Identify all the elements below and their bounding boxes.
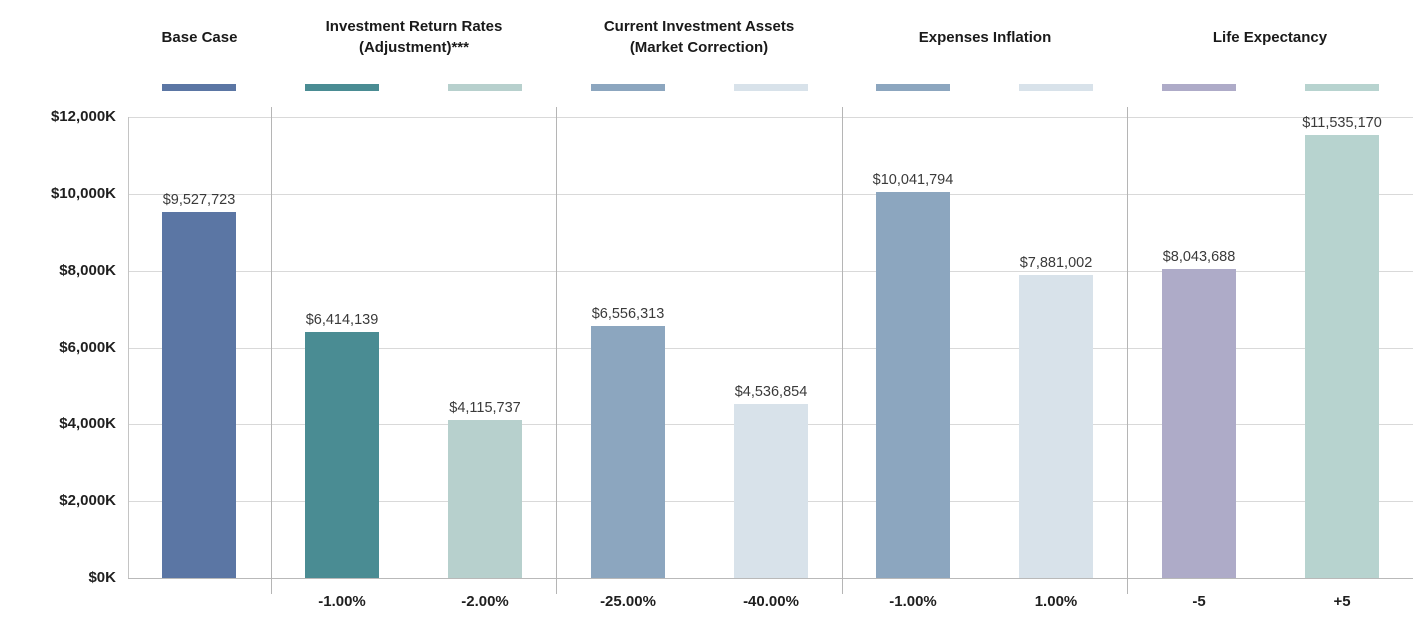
group-divider [271,107,272,594]
legend-swatch-current-investment-assets-1 [591,84,665,91]
bar-life-expectancy-1[interactable] [1162,269,1236,578]
legend-swatch-investment-return-rates-1 [305,84,379,91]
y-axis-tick-label: $4,000K [59,415,116,432]
category-header-line: Base Case [161,28,238,46]
bar-investment-return-rates-1[interactable] [305,332,379,578]
x-axis-tick-label: -1.00% [318,593,366,610]
category-header-line: (Market Correction) [629,39,769,56]
y-axis-tick-label: $6,000K [59,339,116,356]
bar-investment-return-rates-2[interactable] [448,420,522,578]
y-gridline [128,271,1413,272]
x-axis-tick-label: -40.00% [743,593,799,610]
category-header-line: Life Expectancy [1212,28,1328,46]
legend-swatch-expenses-inflation-1 [876,84,950,91]
y-gridline [128,117,1413,118]
bar-expenses-inflation-1[interactable] [876,192,950,578]
bar-value-label: $10,041,794 [872,172,954,188]
bar-expenses-inflation-2[interactable] [1019,275,1093,578]
category-header-line: Current Investment Assets [603,18,795,35]
category-header-investment-return-rates: Investment Return Rates (Adjustment)*** [271,8,557,66]
y-axis-tick-label: $10,000K [50,185,116,202]
group-divider [842,107,843,594]
x-axis-tick-label: -2.00% [461,593,509,610]
legend-swatch-expenses-inflation-2 [1019,84,1093,91]
bar-value-label: $9,527,723 [162,192,236,208]
legend-swatch-base-case-1 [162,84,236,91]
bar-value-label: $8,043,688 [1162,249,1236,265]
bar-value-label: $4,536,854 [734,384,808,400]
legend-swatch-life-expectancy-1 [1162,84,1236,91]
bar-value-label: $6,556,313 [591,306,665,322]
group-divider [1127,107,1128,594]
x-axis-tick-label: 1.00% [1034,593,1078,610]
x-axis-tick-label: -5 [1192,593,1206,610]
y-gridline [128,578,1413,579]
category-header-line: Expenses Inflation [918,28,1052,46]
bar-value-label: $11,535,170 [1302,115,1382,131]
legend-swatch-investment-return-rates-2 [448,84,522,91]
category-header-line: Investment Return Rates [325,18,503,35]
bar-value-label: $7,881,002 [1019,255,1093,271]
category-header-current-investment-assets: Current Investment Assets (Market Correct… [556,8,842,66]
bar-value-label: $6,414,139 [305,312,379,328]
category-header-life-expectancy: Life Expectancy [1127,8,1413,66]
category-header-line: (Adjustment)*** [358,39,469,56]
category-header-expenses-inflation: Expenses Inflation [842,8,1128,66]
bar-current-investment-assets-2[interactable] [734,404,808,578]
category-header-base-case: Base Case [128,8,271,66]
bar-value-label: $4,115,737 [449,400,521,416]
group-divider [556,107,557,594]
x-axis-tick-label: +5 [1333,593,1351,610]
bar-current-investment-assets-1[interactable] [591,326,665,578]
legend-swatch-life-expectancy-2 [1305,84,1379,91]
y-axis-tick-label: $12,000K [50,108,116,125]
x-axis-tick-label: -1.00% [889,593,937,610]
y-axis-tick-label: $2,000K [59,492,116,509]
x-axis-tick-label: -25.00% [600,593,656,610]
y-gridline [128,348,1413,349]
y-axis-tick-label: $0K [88,569,116,586]
y-axis-tick-label: $8,000K [59,262,116,279]
legend-swatch-current-investment-assets-2 [734,84,808,91]
bar-life-expectancy-2[interactable] [1305,135,1379,578]
y-gridline [128,194,1413,195]
y-axis-line [128,117,129,578]
bar-base-case-1[interactable] [162,212,236,578]
